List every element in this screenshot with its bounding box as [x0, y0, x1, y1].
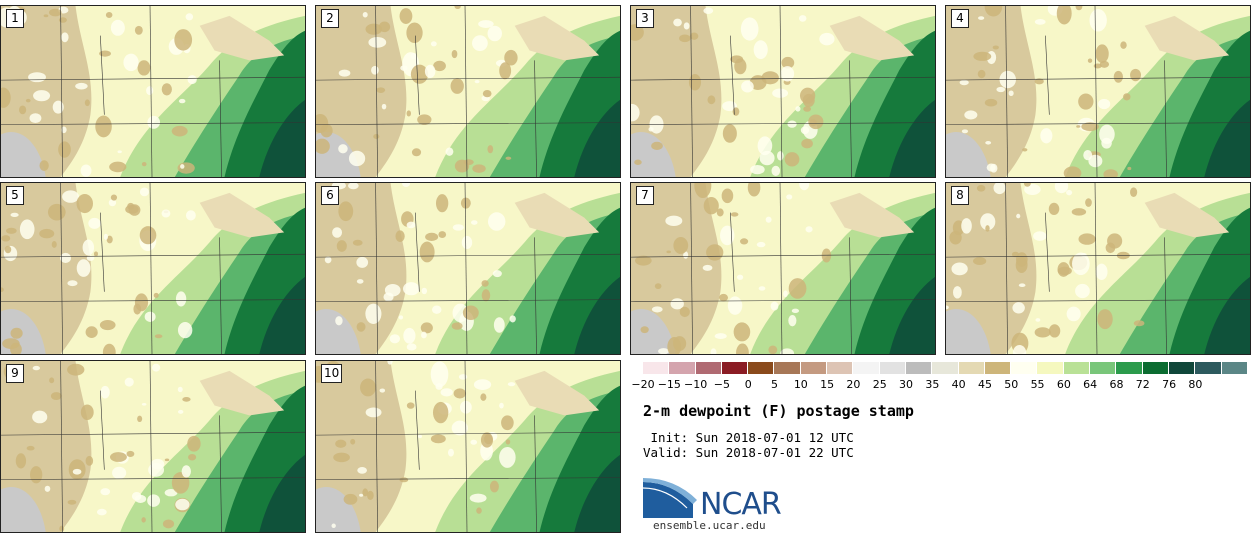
colorbar-segment — [1221, 362, 1248, 374]
colorbar-segment — [643, 362, 670, 374]
colorbar-tick-label: 40 — [951, 378, 966, 391]
panel-number: 3 — [636, 9, 654, 28]
map-panel: 7 — [630, 182, 936, 355]
panel-number: 10 — [321, 364, 343, 383]
colorbar-segment — [1142, 362, 1169, 374]
colorbar-segment — [1090, 362, 1117, 374]
colorbar-tick-label: 30 — [899, 378, 914, 391]
plot-title: 2-m dewpoint (F) postage stamp — [643, 402, 914, 420]
colorbar-tick-label: 20 — [846, 378, 861, 391]
colorbar-tick-label: −20 — [631, 378, 655, 391]
colorbar-tick-label: 68 — [1109, 378, 1124, 391]
colorbar-segment — [905, 362, 933, 374]
site-url: ensemble.ucar.edu — [653, 519, 766, 532]
dewpoint-map — [631, 183, 935, 354]
colorbar-segment — [721, 362, 749, 374]
dewpoint-map — [631, 6, 935, 177]
panel-number: 6 — [321, 186, 339, 205]
colorbar-segment — [1037, 362, 1064, 374]
colorbar-tick-label: 35 — [925, 378, 940, 391]
init-time: Init: Sun 2018-07-01 12 UTC — [643, 430, 854, 445]
valid-time: Valid: Sun 2018-07-01 22 UTC — [643, 445, 854, 460]
panel-number: 1 — [6, 9, 24, 28]
colorbar-tick-label: 80 — [1188, 378, 1203, 391]
dewpoint-map — [1, 361, 305, 532]
colorbar-segment — [1063, 362, 1091, 374]
map-panel: 9 — [0, 360, 306, 533]
colorbar-segment — [827, 362, 854, 374]
map-panel: 8 — [945, 182, 1251, 355]
map-panel: 3 — [630, 5, 936, 178]
map-panel: 6 — [315, 182, 621, 355]
colorbar-segment — [1168, 362, 1196, 374]
colorbar-tick-label: 76 — [1162, 378, 1177, 391]
panel-number: 5 — [6, 186, 24, 205]
colorbar — [643, 362, 1248, 374]
dewpoint-map — [316, 361, 620, 532]
colorbar-tick-label: 10 — [793, 378, 808, 391]
colorbar-segment — [1116, 362, 1143, 374]
colorbar-segment — [932, 362, 959, 374]
colorbar-segment — [800, 362, 828, 374]
panel-number: 9 — [6, 364, 24, 383]
colorbar-tick-label: 45 — [977, 378, 992, 391]
colorbar-tick-label: −5 — [713, 378, 731, 391]
colorbar-segment — [669, 362, 696, 374]
colorbar-tick-label: 5 — [771, 378, 779, 391]
map-panel: 2 — [315, 5, 621, 178]
colorbar-segment — [1011, 362, 1038, 374]
colorbar-segment — [1195, 362, 1222, 374]
colorbar-tick-label: 72 — [1135, 378, 1150, 391]
colorbar-tick-label: −15 — [657, 378, 681, 391]
colorbar-segment — [774, 362, 801, 374]
colorbar-tick-label: 0 — [744, 378, 752, 391]
colorbar-tick-label: 55 — [1030, 378, 1045, 391]
map-panel: 10 — [315, 360, 621, 533]
panel-number: 2 — [321, 9, 339, 28]
colorbar-tick-label: 25 — [872, 378, 887, 391]
colorbar-segment — [958, 362, 985, 374]
dewpoint-map — [316, 6, 620, 177]
dewpoint-map — [1, 6, 305, 177]
colorbar-segment — [853, 362, 880, 374]
dewpoint-map — [316, 183, 620, 354]
colorbar-segment — [984, 362, 1012, 374]
colorbar-segment — [695, 362, 722, 374]
colorbar-tick-label: −10 — [683, 378, 708, 391]
colorbar-tick-label: 60 — [1056, 378, 1071, 391]
dewpoint-map — [946, 6, 1250, 177]
colorbar-tick-label: 50 — [1004, 378, 1019, 391]
panel-number: 4 — [951, 9, 969, 28]
map-panel: 1 — [0, 5, 306, 178]
colorbar-tick-label: 64 — [1083, 378, 1098, 391]
colorbar-tick-label: 15 — [820, 378, 835, 391]
dewpoint-map — [946, 183, 1250, 354]
dewpoint-map — [1, 183, 305, 354]
panel-number: 7 — [636, 186, 654, 205]
logo-wordmark: NCAR — [700, 487, 782, 522]
colorbar-segment — [879, 362, 906, 374]
panel-number: 8 — [951, 186, 969, 205]
colorbar-labels: −20 −15 −10 −5 0 5 10 15 20 25 30 35 40 45 50 55 60 64 68 7… — [631, 378, 1248, 392]
ncar-logo-icon — [643, 478, 697, 518]
colorbar-segment — [748, 362, 775, 374]
map-panel: 5 — [0, 182, 306, 355]
map-panel: 4 — [945, 5, 1251, 178]
